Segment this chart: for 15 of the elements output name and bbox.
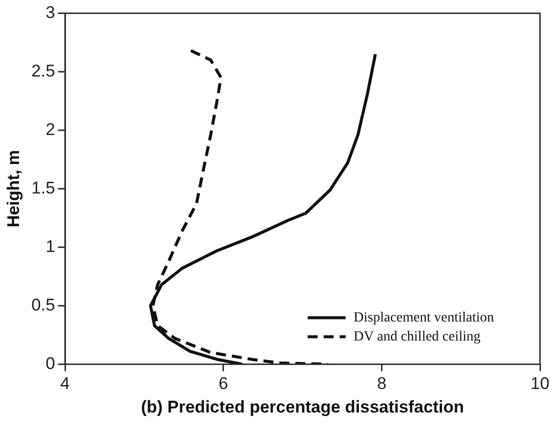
y-tick-label: 2.5 xyxy=(31,61,56,80)
y-axis-title: Height, m xyxy=(4,150,23,228)
y-tick-label: 1.5 xyxy=(31,178,56,198)
x-tick-label: 6 xyxy=(218,374,228,394)
x-tick-label: 4 xyxy=(60,374,70,394)
y-tick-label: 3 xyxy=(46,2,56,22)
y-tick-label: 0 xyxy=(46,354,56,373)
y-tick-label: 0.5 xyxy=(31,295,56,314)
x-axis-title: (b) Predicted percentage dissatisfaction xyxy=(140,397,464,416)
x-tick-label: 10 xyxy=(530,374,550,394)
legend-label: DV and chilled ceiling xyxy=(354,329,481,344)
legend-label: Displacement ventilation xyxy=(354,310,494,326)
y-tick-label: 2 xyxy=(46,120,56,139)
y-tick-label: 1 xyxy=(46,236,56,256)
x-tick-label: 8 xyxy=(376,374,386,394)
